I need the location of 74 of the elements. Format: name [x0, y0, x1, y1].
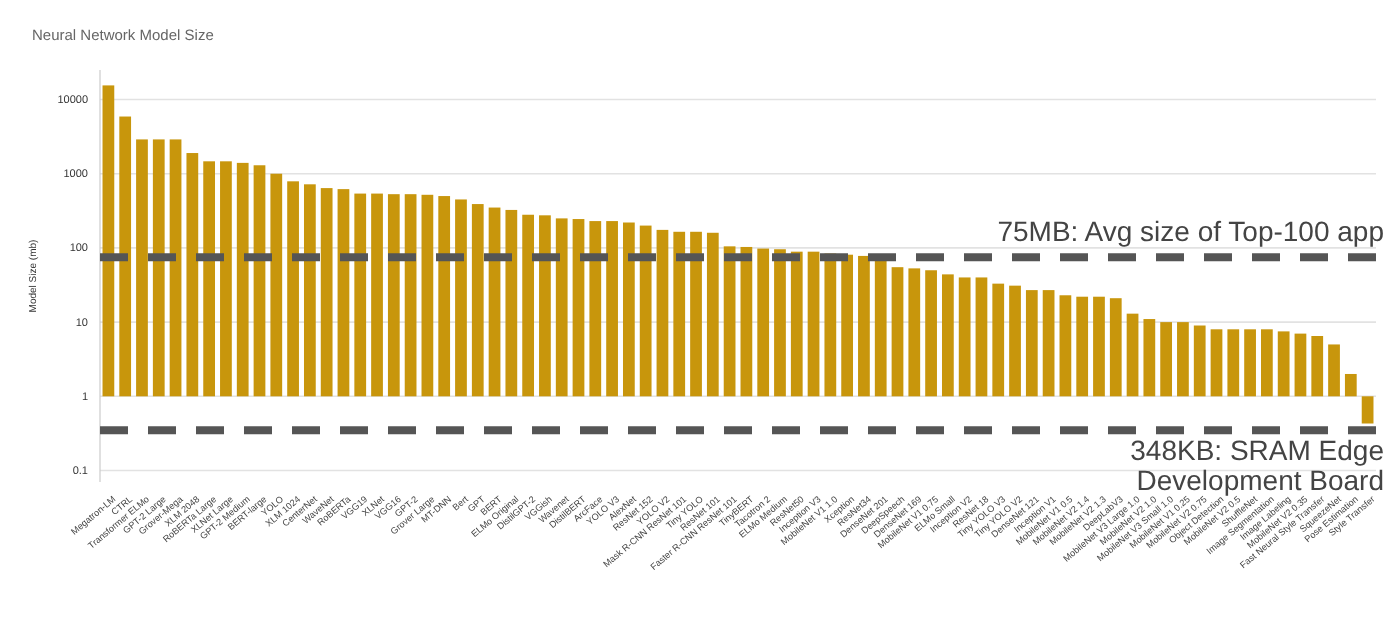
bar [404, 194, 417, 397]
bar [690, 231, 702, 397]
bar [925, 270, 937, 397]
bar [841, 254, 854, 397]
bar [757, 248, 770, 397]
bar [589, 221, 602, 397]
bar [1311, 336, 1324, 397]
bar [303, 184, 316, 397]
bar [1143, 319, 1156, 397]
bar [236, 162, 249, 397]
bar [1277, 331, 1290, 397]
bar [807, 251, 820, 397]
bar [1210, 329, 1223, 397]
bar [253, 165, 266, 397]
bar [203, 161, 216, 397]
bar [438, 196, 451, 397]
bar [387, 194, 400, 397]
ref-line-label: 348KB: SRAM Edge Development Board [1130, 434, 1385, 497]
bar [1042, 290, 1055, 397]
bar [706, 232, 719, 397]
bar [891, 267, 904, 397]
bar [1294, 333, 1307, 397]
bar [1025, 290, 1038, 397]
bar [858, 255, 870, 397]
bar [421, 194, 434, 397]
bar [287, 181, 299, 397]
bar [337, 189, 350, 397]
bar [1009, 285, 1021, 397]
bar [1361, 396, 1374, 424]
bar [1193, 325, 1206, 397]
bar [119, 116, 132, 397]
bar [186, 153, 199, 397]
bar [505, 209, 518, 397]
bar [1244, 329, 1256, 397]
bar [152, 139, 165, 397]
bar [1160, 322, 1173, 397]
bar [522, 214, 535, 397]
bar [102, 85, 115, 397]
bar [656, 229, 669, 397]
bar [606, 221, 618, 397]
bar [790, 251, 803, 397]
bar [673, 231, 686, 397]
bar [169, 139, 182, 397]
bar [975, 277, 988, 397]
ref-line-label: 75MB: Avg size of Top-100 app [997, 215, 1385, 248]
bar [1227, 329, 1240, 397]
bar [1328, 344, 1340, 397]
bar [908, 268, 921, 397]
bar [941, 274, 954, 397]
bar [320, 188, 333, 397]
bar [874, 260, 887, 397]
bar [354, 193, 367, 397]
bar [774, 249, 786, 397]
bar [639, 225, 652, 397]
bar [555, 218, 568, 397]
bar [1059, 295, 1072, 397]
bar [958, 277, 971, 397]
bar [371, 193, 383, 397]
bar [622, 222, 635, 397]
bar [539, 215, 551, 397]
bar [1177, 322, 1189, 397]
bar [220, 161, 232, 397]
bar [992, 283, 1005, 397]
bar [1126, 313, 1139, 397]
bar [1093, 296, 1105, 397]
bar [455, 199, 467, 397]
bar [1260, 329, 1273, 397]
bar [1109, 298, 1122, 397]
bar [136, 139, 148, 397]
bar [1076, 296, 1089, 397]
bar [1344, 373, 1357, 397]
bar [572, 219, 585, 397]
bar [270, 173, 283, 397]
bar [471, 204, 484, 397]
